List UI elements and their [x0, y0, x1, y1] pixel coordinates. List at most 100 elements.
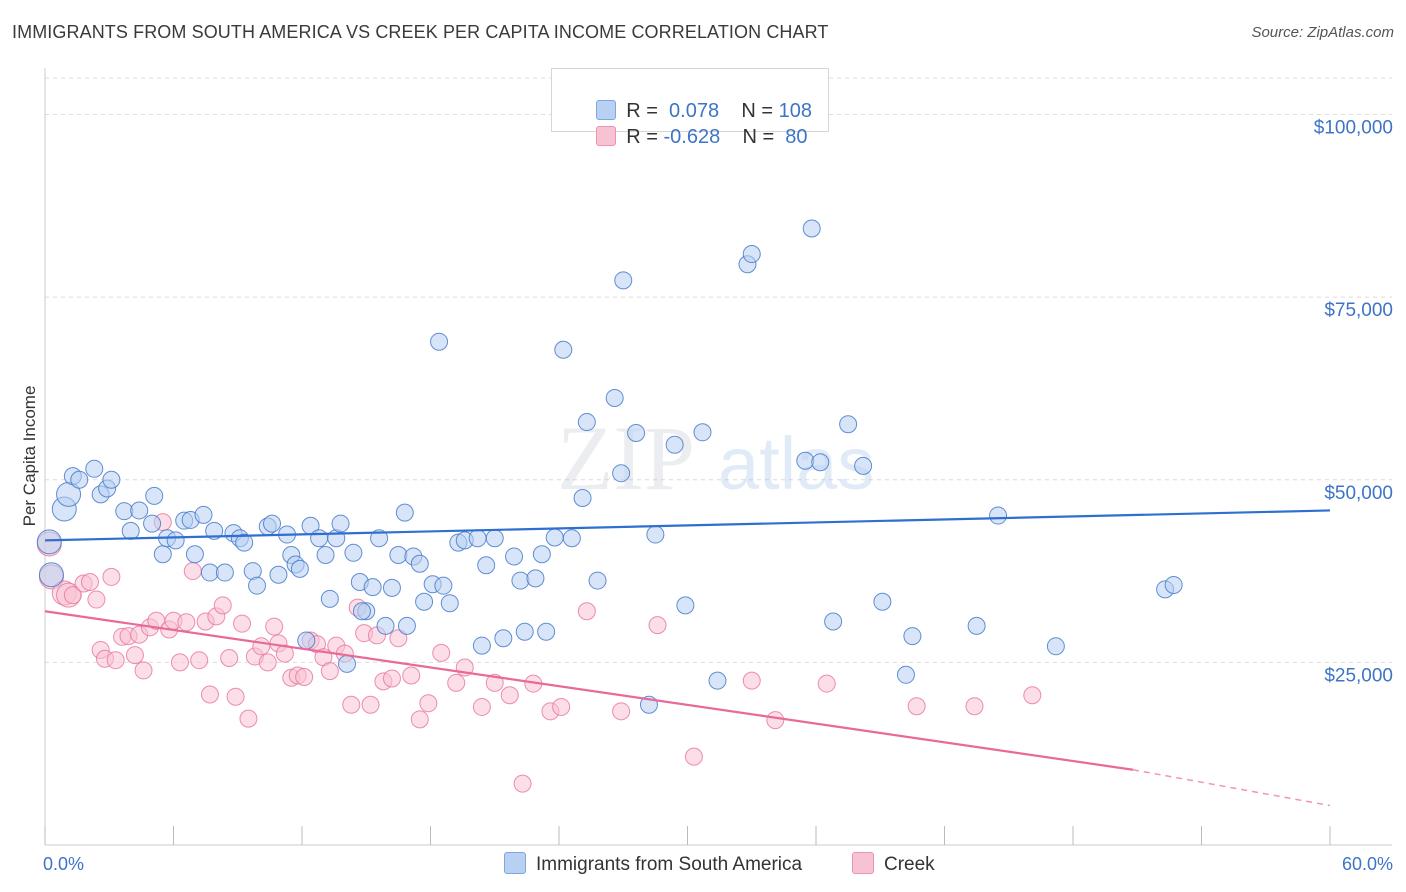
immigrants-point [742, 245, 761, 264]
creek-point [577, 602, 596, 621]
immigrants-point [389, 546, 408, 565]
immigrants-point [310, 529, 329, 548]
creek-point [183, 562, 202, 581]
creek-point [389, 629, 408, 648]
immigrants-point [1164, 575, 1183, 594]
immigrants-point [614, 271, 633, 290]
immigrants-point [376, 616, 395, 635]
creek-point [200, 685, 219, 704]
immigrants-point [573, 489, 592, 508]
immigrants-point [263, 514, 282, 533]
immigrants-point [811, 453, 830, 472]
immigrants-point [440, 594, 459, 613]
immigrants-point [337, 654, 356, 673]
legend-label-immigrants: Immigrants from South America [536, 854, 803, 875]
immigrants-point [145, 486, 164, 505]
creek-point [233, 614, 252, 633]
creek-point [684, 747, 703, 766]
immigrants-point [468, 529, 487, 548]
immigrants-point [577, 413, 596, 432]
creek-point [500, 686, 519, 705]
immigrants-point [382, 578, 401, 597]
creek-point [612, 702, 631, 721]
creek-point [80, 573, 99, 592]
legend-n-value: 80 [785, 126, 808, 148]
immigrants-point [115, 502, 134, 521]
legend-r-value: -0.628 [663, 126, 721, 148]
legend-swatch-pink [852, 852, 874, 874]
immigrants-point [235, 533, 254, 552]
y-tick-label: $75,000 [1324, 300, 1393, 321]
immigrants-point [316, 546, 335, 565]
creek-point [177, 613, 196, 632]
creek-point [63, 586, 82, 605]
immigrants-point [505, 547, 524, 566]
immigrants-point [802, 219, 821, 238]
immigrants-point [612, 464, 631, 483]
immigrants-point [554, 340, 573, 359]
creek-point [817, 674, 836, 693]
legend-row-immigrants: R = 0.078 N = 108 [574, 77, 812, 122]
immigrants-point [989, 506, 1008, 525]
immigrants-point [370, 529, 389, 548]
immigrants-point [153, 545, 172, 564]
creek-point [87, 590, 106, 609]
immigrants-point [515, 622, 534, 641]
immigrants-point [545, 528, 564, 547]
legend-item-creek: Creek [852, 852, 935, 876]
immigrants-point [344, 543, 363, 562]
immigrants-point [588, 571, 607, 590]
immigrants-point [537, 622, 556, 641]
legend-label-creek: Creek [884, 854, 935, 875]
immigrants-point [290, 559, 309, 578]
creek-point [552, 697, 571, 716]
immigrants-point [297, 631, 316, 650]
creek-point [134, 661, 153, 680]
creek-point [382, 669, 401, 688]
immigrants-point [485, 529, 504, 548]
creek-point [258, 653, 277, 672]
immigrants-point [121, 521, 140, 540]
creek-point [213, 596, 232, 615]
immigrants-point [494, 629, 513, 648]
creek-point [648, 616, 667, 635]
legend-r-label: R = [626, 100, 658, 122]
immigrants-point [854, 456, 873, 475]
immigrants-point [410, 554, 429, 573]
creek-point [295, 667, 314, 686]
axes [44, 68, 1392, 846]
creek-point [472, 697, 491, 716]
immigrants-point [434, 576, 453, 595]
creek-point [170, 653, 189, 672]
creek-point [106, 651, 125, 670]
creek-point [102, 567, 121, 586]
immigrants-point [395, 503, 414, 522]
source-label: Source: ZipAtlas.com [1251, 24, 1394, 41]
y-tick-label: $25,000 [1324, 665, 1393, 686]
immigrants-point [248, 576, 267, 595]
immigrants-point [796, 451, 815, 470]
legend-n-value: 108 [778, 100, 812, 122]
creek-point [265, 617, 284, 636]
immigrants-point [331, 514, 350, 533]
immigrants-point [532, 545, 551, 564]
creek-point [432, 643, 451, 662]
immigrants-point [200, 563, 219, 582]
immigrants-point [708, 671, 727, 690]
creek-point [485, 673, 504, 692]
legend-r-value: 0.078 [669, 100, 720, 122]
immigrants-point [166, 531, 185, 550]
creek-point [419, 694, 438, 713]
creek-point [239, 709, 258, 728]
immigrants-point [472, 636, 491, 655]
immigrants-point [665, 435, 684, 454]
immigrants-point [130, 501, 149, 520]
immigrants-point [363, 578, 382, 597]
x-tick-label: 60.0% [1342, 854, 1393, 874]
chart-title: IMMIGRANTS FROM SOUTH AMERICA VS CREEK P… [12, 22, 829, 42]
immigrants-point [627, 424, 646, 443]
immigrants-point [967, 616, 986, 635]
immigrants-point [903, 627, 922, 646]
creek-point [907, 697, 926, 716]
